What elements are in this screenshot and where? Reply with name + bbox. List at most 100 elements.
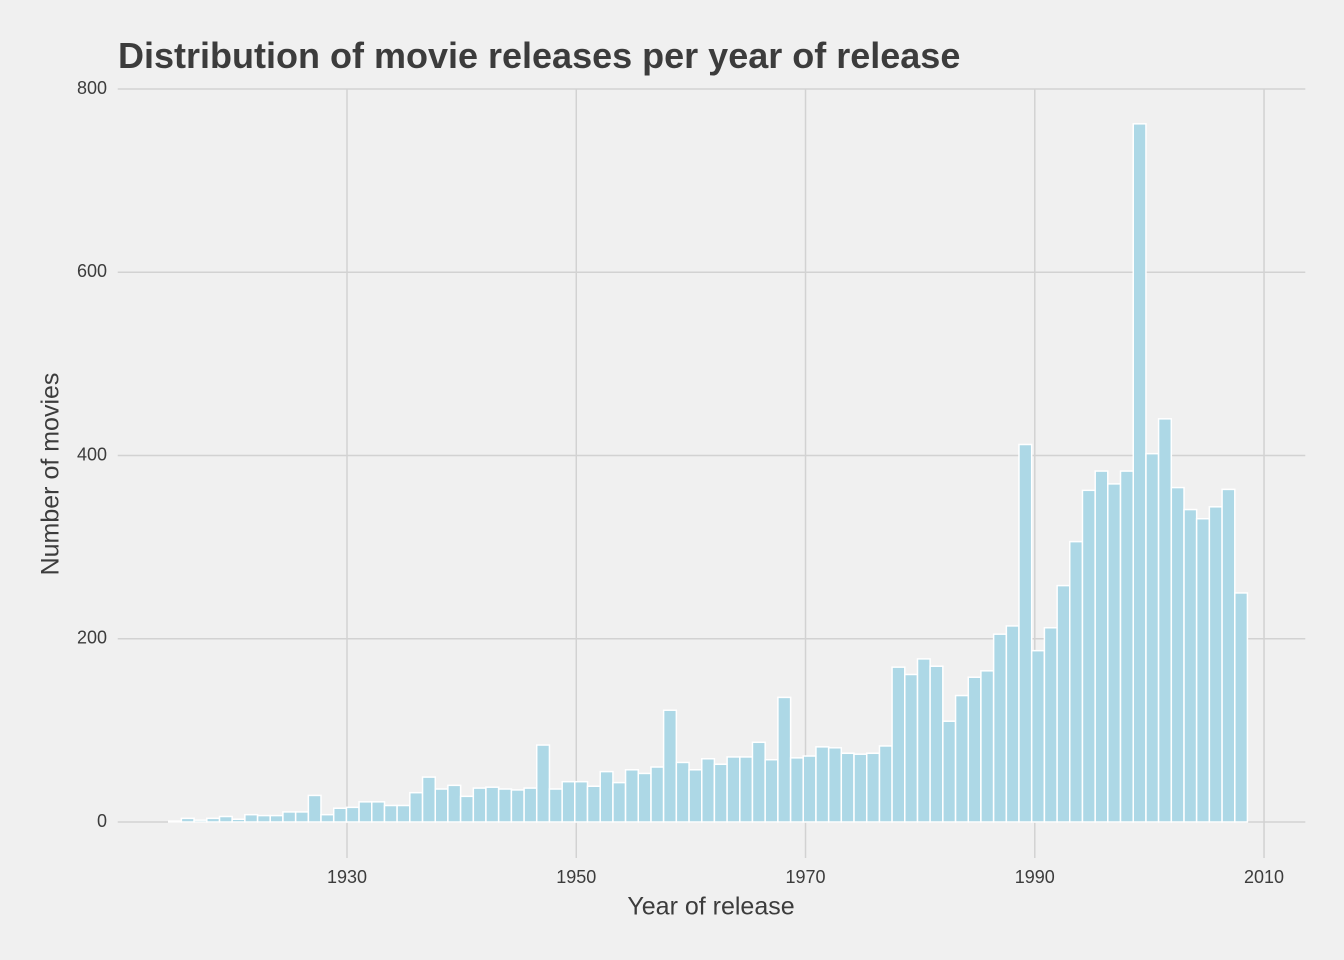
- bar: [282, 811, 297, 823]
- bar: [409, 791, 424, 823]
- bar: [383, 804, 398, 823]
- bar: [510, 789, 525, 823]
- bar: [1208, 506, 1223, 823]
- bar: [891, 666, 906, 823]
- bar: [1221, 488, 1236, 823]
- bar: [815, 746, 830, 823]
- bar: [650, 766, 665, 823]
- x-tick-label: 1990: [1015, 867, 1055, 887]
- y-tick-label: 800: [77, 78, 107, 98]
- bar: [967, 676, 982, 823]
- bar: [434, 788, 449, 823]
- bar: [840, 752, 855, 823]
- bar: [1234, 592, 1249, 823]
- bar: [523, 787, 538, 823]
- bar: [688, 769, 703, 823]
- bar: [1119, 470, 1134, 823]
- bar: [396, 804, 411, 823]
- bar: [612, 781, 627, 823]
- bar: [1195, 517, 1211, 823]
- bar: [624, 769, 640, 823]
- bar: [206, 817, 221, 823]
- bar: [332, 807, 348, 823]
- bar: [307, 794, 322, 823]
- bar: [1094, 470, 1109, 823]
- x-tick-label: 1950: [556, 867, 596, 887]
- bar: [168, 820, 183, 823]
- bar: [865, 752, 881, 823]
- y-tick-label: 600: [77, 261, 107, 281]
- bar: [954, 694, 970, 823]
- bar: [561, 780, 576, 823]
- bar: [269, 814, 284, 823]
- bar: [1018, 443, 1033, 823]
- y-tick-label: 200: [77, 628, 107, 648]
- bar: [485, 786, 500, 823]
- bar: [1107, 483, 1122, 823]
- bar: [586, 785, 601, 823]
- bar: [916, 658, 931, 823]
- bar: [1056, 584, 1071, 823]
- bar: [701, 758, 716, 823]
- bar: [751, 741, 766, 823]
- bar: [548, 788, 563, 823]
- bar: [256, 814, 271, 823]
- bar: [1005, 625, 1020, 823]
- bar: [421, 776, 437, 823]
- bar: [777, 696, 792, 823]
- bar: [320, 813, 335, 823]
- chart-title: Distribution of movie releases per year …: [118, 35, 960, 76]
- bar: [1030, 649, 1046, 823]
- bar: [662, 709, 678, 823]
- x-tick-label: 1970: [785, 867, 825, 887]
- bar: [472, 787, 487, 823]
- bar: [789, 757, 804, 823]
- y-axis-label: Number of movies: [37, 373, 65, 576]
- bar: [929, 665, 944, 823]
- bar: [1183, 508, 1198, 823]
- x-axis-label: Year of release: [627, 893, 794, 921]
- bar: [180, 817, 195, 823]
- bar: [1132, 123, 1147, 823]
- bar: [713, 763, 728, 823]
- bar: [1170, 486, 1185, 823]
- bar: [1043, 627, 1058, 823]
- bar: [1068, 540, 1084, 823]
- bar: [992, 633, 1008, 823]
- bar: [637, 772, 652, 823]
- bar: [1145, 452, 1160, 823]
- bar: [599, 770, 614, 823]
- bar: [574, 780, 589, 823]
- bar: [535, 744, 551, 823]
- bar: [942, 720, 957, 823]
- x-tick-label: 1930: [327, 867, 367, 887]
- bar: [497, 788, 513, 823]
- bar: [358, 801, 373, 823]
- bar: [904, 673, 919, 823]
- y-tick-label: 400: [77, 444, 107, 464]
- bar: [1157, 418, 1173, 823]
- bar: [802, 755, 817, 823]
- bar: [827, 747, 843, 823]
- x-tick-label: 2010: [1244, 867, 1284, 887]
- bar: [447, 784, 462, 823]
- bar: [193, 819, 208, 823]
- bar: [739, 756, 754, 823]
- bar: [980, 670, 995, 823]
- bar: [878, 745, 893, 823]
- bar: [244, 813, 259, 823]
- bar: [853, 753, 868, 823]
- bar: [294, 811, 310, 823]
- bar: [345, 806, 360, 823]
- bar: [726, 756, 741, 823]
- bar: [1081, 489, 1096, 823]
- bar: [459, 795, 475, 823]
- y-tick-label: 0: [97, 811, 107, 831]
- bar: [371, 801, 386, 823]
- bar: [675, 761, 690, 823]
- bar: [231, 818, 246, 823]
- bar: [764, 758, 779, 823]
- bar: [218, 815, 233, 823]
